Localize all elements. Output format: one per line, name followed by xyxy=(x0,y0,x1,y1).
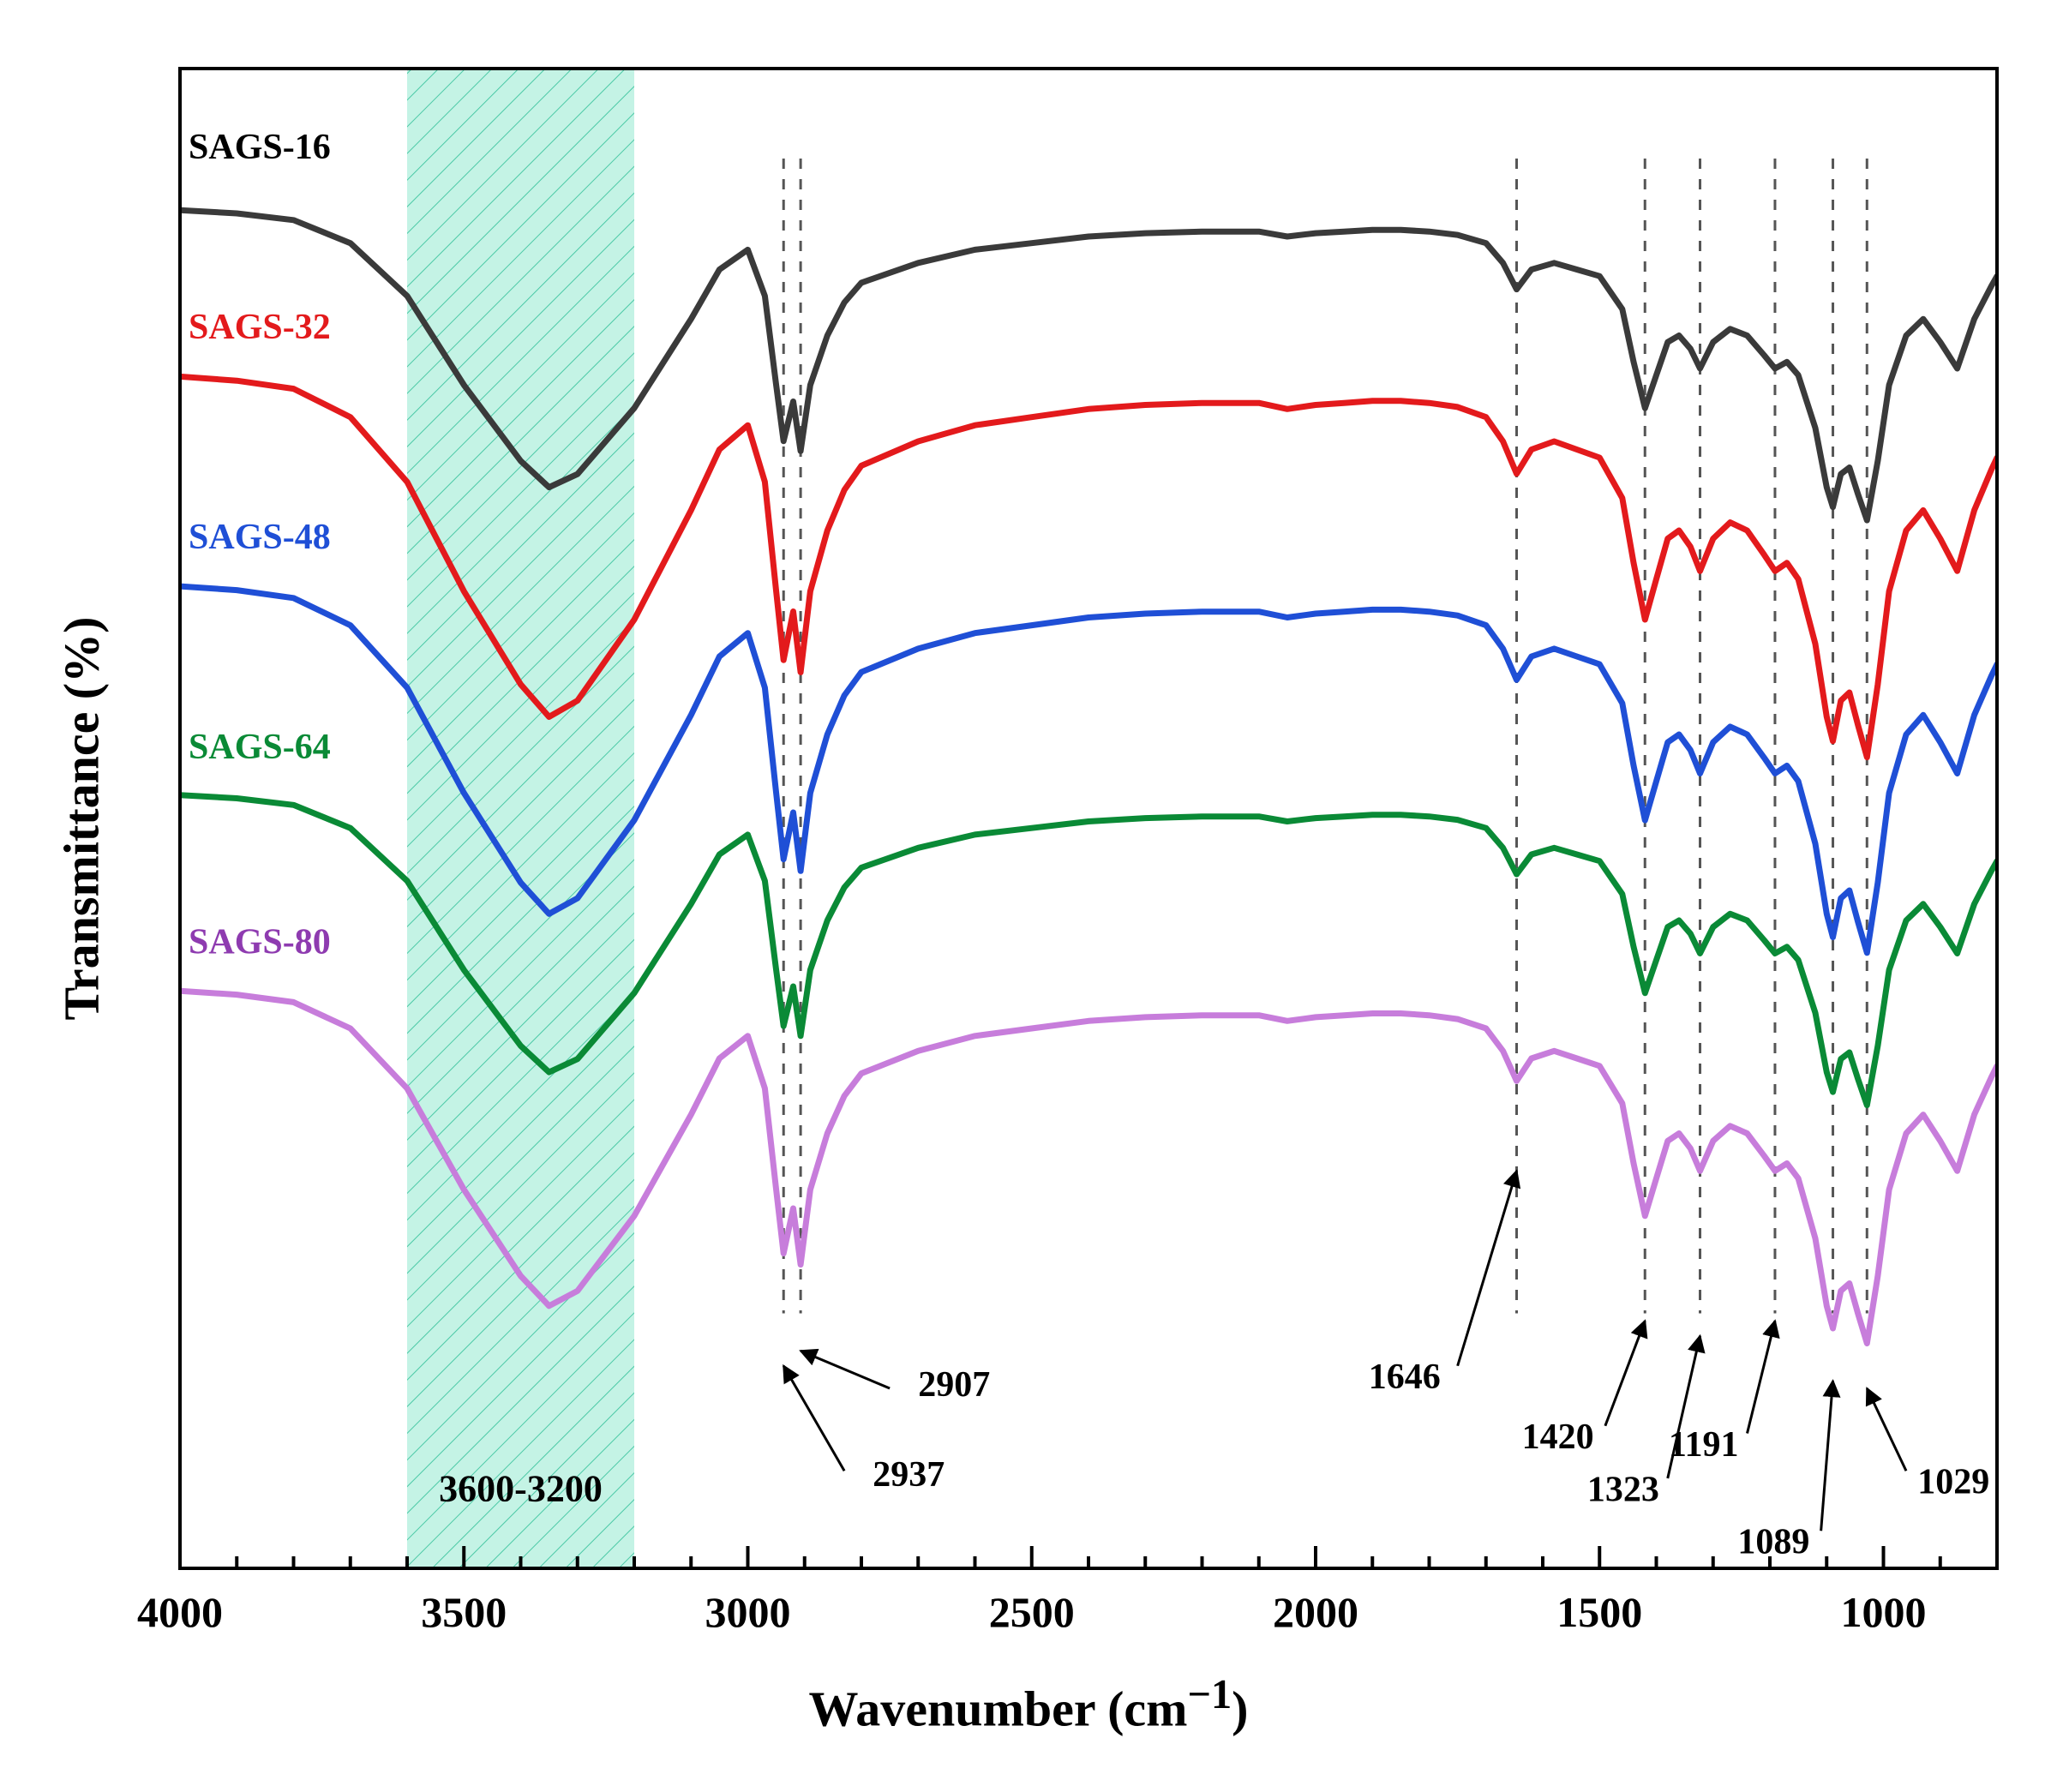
highlight-band xyxy=(407,70,634,1567)
peak-label: 1089 xyxy=(1737,1523,1809,1562)
peak-label: 2937 xyxy=(873,1455,945,1495)
xtick-label: 1000 xyxy=(1841,1588,1927,1636)
peak-label: 1029 xyxy=(1917,1463,1989,1502)
peak-label: 1420 xyxy=(1522,1417,1594,1457)
ftir-chart: SAGS-16 SAGS-32 SAGS-48 SAGS-64 SAGS-80 2937 2… xyxy=(0,0,2057,1788)
series-label: SAGS-48 xyxy=(189,518,331,557)
y-axis-label: Transmittance (%) xyxy=(53,617,111,1021)
x-axis-label-close: ) xyxy=(1232,1681,1248,1736)
xtick-label: 2000 xyxy=(1273,1588,1358,1636)
series-label: SAGS-32 xyxy=(189,308,331,347)
series-label: SAGS-64 xyxy=(189,728,331,767)
peak-label: 1646 xyxy=(1369,1357,1441,1397)
band-label: 3600-3200 xyxy=(439,1467,603,1509)
series-label: SAGS-16 xyxy=(189,128,331,167)
xtick-label: 2500 xyxy=(989,1588,1075,1636)
peak-label: 1323 xyxy=(1587,1470,1659,1509)
xtick-label: 4000 xyxy=(137,1588,223,1636)
xtick-label: 3500 xyxy=(421,1588,507,1636)
xtick-label: 1500 xyxy=(1556,1588,1642,1636)
peak-label: 1191 xyxy=(1669,1425,1739,1465)
x-axis-label-main: Wavenumber (cm xyxy=(809,1681,1188,1736)
x-axis-label-sup: −1 xyxy=(1187,1672,1232,1717)
xtick-label: 3000 xyxy=(705,1588,791,1636)
peak-label: 2907 xyxy=(918,1365,990,1405)
x-axis-label: Wavenumber (cm−1) xyxy=(809,1671,1249,1737)
series-label: SAGS-80 xyxy=(189,923,331,962)
